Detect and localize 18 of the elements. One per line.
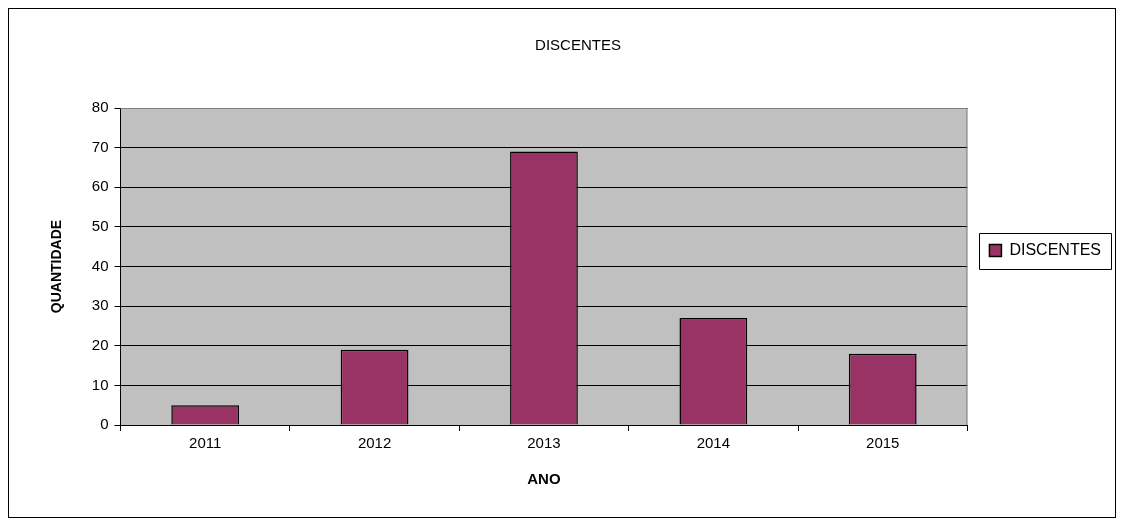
y-tick-label: 10 [91,375,109,393]
y-tick-label: 30 [91,296,109,314]
x-tick-label: 2013 [527,434,561,452]
y-axis-title: QUANTIDADE [48,219,65,314]
legend-label: DISCENTES [1009,240,1102,258]
y-tick-label: 80 [91,98,109,116]
chart-title: DISCENTES [535,36,621,54]
y-tick-label: 0 [100,415,109,433]
x-tick-label: 2012 [357,434,392,452]
y-tick-label: 40 [91,256,109,274]
y-tick-label: 50 [91,217,109,235]
x-axis-title: ANO [527,470,561,488]
x-tick-label: 2011 [189,434,222,452]
y-tick-label: 70 [91,137,109,155]
y-tick-label: 60 [91,177,109,195]
x-tick-label: 2014 [696,434,731,452]
y-tick-label: 20 [91,335,109,353]
x-tick-label: 2015 [866,434,900,452]
